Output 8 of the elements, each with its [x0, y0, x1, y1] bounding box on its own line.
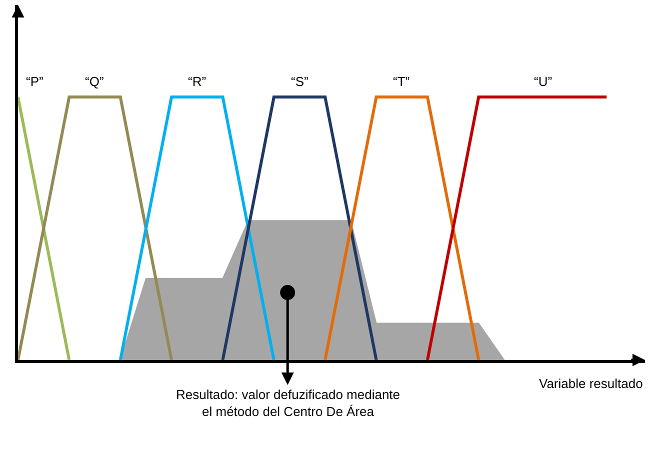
series-label: “U”: [534, 74, 552, 89]
series-label: “P”: [26, 74, 44, 89]
series-label: “Q”: [85, 74, 104, 89]
series-label: “R”: [188, 74, 206, 89]
series-label: “S”: [291, 74, 308, 89]
x-axis-title: Variable resultado: [539, 376, 643, 391]
series-label: “T”: [393, 74, 410, 89]
text: Resultado: valor defuzificado mediante el método del Centro De Área: [176, 387, 400, 419]
